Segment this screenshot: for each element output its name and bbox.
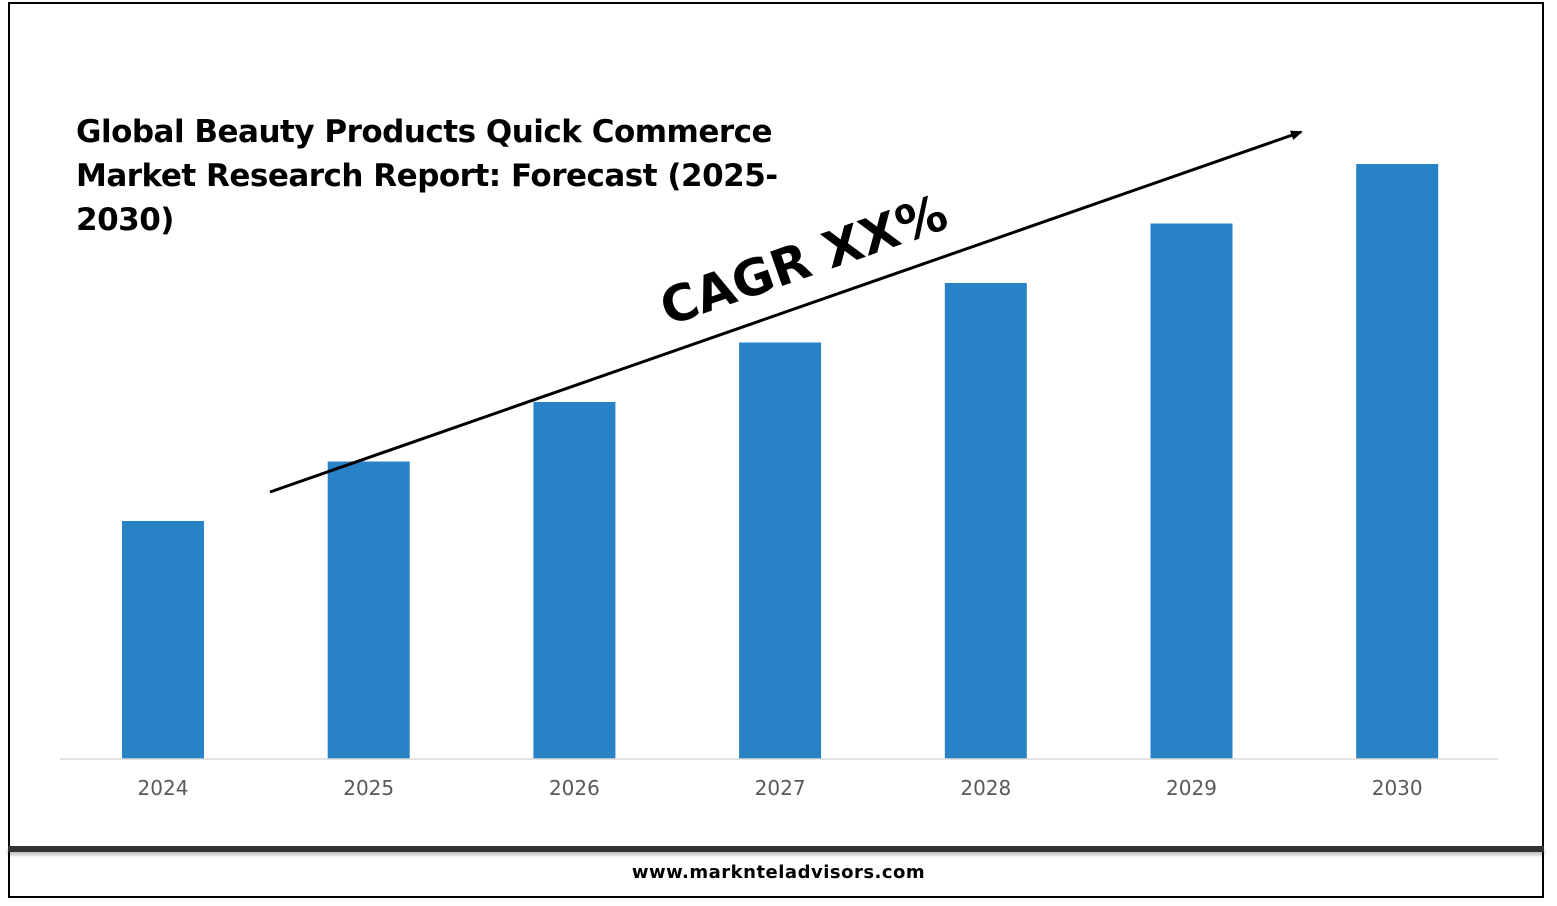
x-tick-label-2029: 2029 xyxy=(1166,776,1217,800)
bars-layer xyxy=(122,164,1439,759)
x-tick-label-2026: 2026 xyxy=(549,776,600,800)
x-tick-label-2027: 2027 xyxy=(755,776,806,800)
cagr-annotation: CAGR XX% xyxy=(653,184,955,338)
bar-2025 xyxy=(327,461,410,759)
x-tick-label-2028: 2028 xyxy=(960,776,1011,800)
x-tick-label-2024: 2024 xyxy=(138,776,189,800)
bar-2027 xyxy=(739,342,822,759)
footer-url: www.marknteladvisors.com xyxy=(631,862,926,883)
bar-2024 xyxy=(122,521,204,759)
bar-2030 xyxy=(1356,164,1439,759)
x-tick-labels: 2024 2025 2026 2027 2028 2029 2030 xyxy=(138,776,1423,800)
bar-2029 xyxy=(1150,223,1233,759)
footer-divider xyxy=(8,846,1544,852)
x-tick-label-2030: 2030 xyxy=(1372,776,1423,800)
bar-2028 xyxy=(944,283,1027,759)
bar-2026 xyxy=(533,402,616,759)
cagr-arrow xyxy=(269,130,1303,494)
x-tick-label-2025: 2025 xyxy=(343,776,394,800)
chart-title: Global Beauty Products Quick Commerce Ma… xyxy=(76,114,778,238)
